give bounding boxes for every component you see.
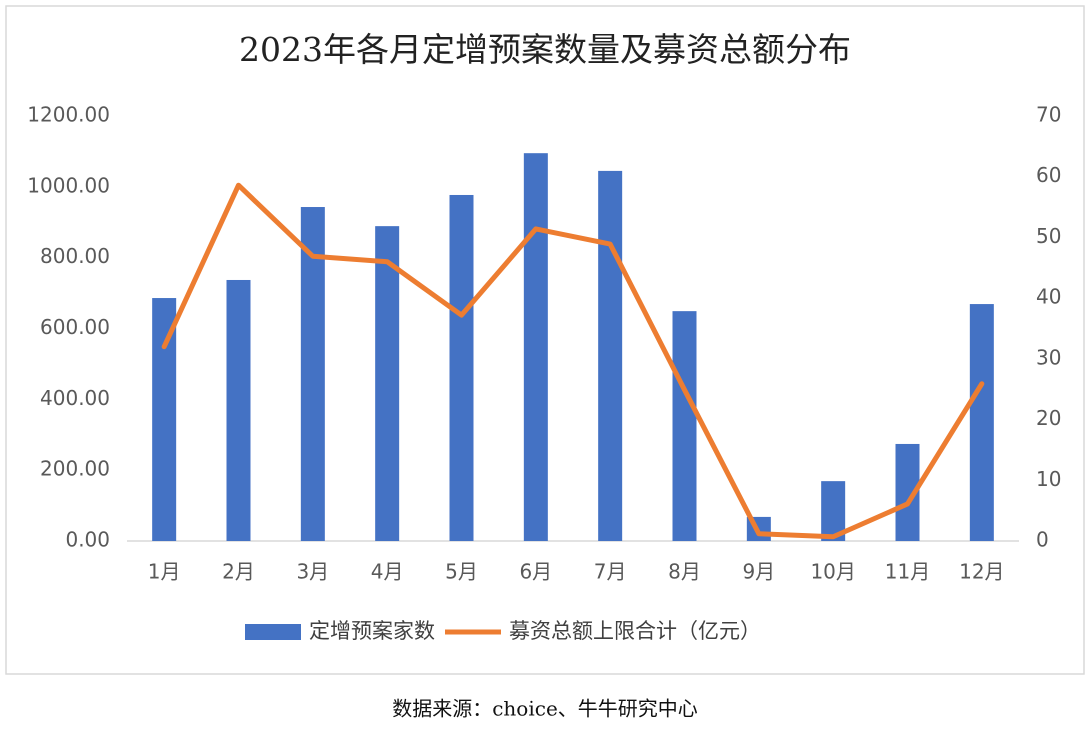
y-tick-label: 1000.00 bbox=[27, 173, 110, 197]
y2-tick-label: 40 bbox=[1036, 285, 1061, 309]
x-tick-label: 4月 bbox=[371, 560, 404, 584]
y2-tick-label: 60 bbox=[1036, 163, 1061, 187]
chart-title: 2023年各月定增预案数量及募资总额分布 bbox=[239, 30, 851, 69]
x-tick-label: 8月 bbox=[668, 560, 701, 584]
bar bbox=[672, 311, 697, 541]
x-tick-label: 7月 bbox=[594, 560, 627, 584]
x-tick-label: 1月 bbox=[148, 560, 181, 584]
y2-tick-label: 10 bbox=[1036, 467, 1061, 491]
bar bbox=[969, 304, 994, 541]
x-tick-label: 2月 bbox=[222, 560, 255, 584]
x-tick-label: 11月 bbox=[885, 560, 930, 584]
bar bbox=[226, 279, 251, 541]
bar bbox=[449, 194, 474, 541]
y2-tick-label: 20 bbox=[1036, 406, 1061, 430]
y-tick-label: 1200.00 bbox=[27, 103, 110, 127]
y2-tick-label: 30 bbox=[1036, 345, 1061, 369]
legend-label: 募资总额上限合计（亿元） bbox=[509, 619, 761, 643]
bar bbox=[300, 207, 325, 542]
legend-label: 定增预案家数 bbox=[309, 619, 435, 643]
legend-swatch bbox=[245, 624, 301, 640]
y-tick-label: 400.00 bbox=[40, 386, 110, 410]
x-tick-label: 6月 bbox=[519, 560, 552, 584]
y-tick-label: 800.00 bbox=[40, 244, 110, 268]
bar bbox=[375, 226, 400, 542]
bar bbox=[523, 153, 548, 541]
y2-tick-label: 70 bbox=[1036, 103, 1061, 127]
x-tick-label: 10月 bbox=[810, 560, 855, 584]
x-tick-label: 3月 bbox=[296, 560, 329, 584]
source-note: 数据来源：choice、牛牛研究中心 bbox=[392, 697, 698, 721]
y-tick-label: 200.00 bbox=[40, 457, 110, 481]
y-tick-label: 600.00 bbox=[40, 315, 110, 339]
bar bbox=[152, 298, 177, 541]
x-tick-label: 12月 bbox=[959, 560, 1004, 584]
x-tick-label: 9月 bbox=[742, 560, 775, 584]
x-tick-label: 5月 bbox=[445, 560, 478, 584]
y2-tick-label: 0 bbox=[1036, 528, 1049, 552]
y-tick-label: 0.00 bbox=[65, 528, 110, 552]
y2-tick-label: 50 bbox=[1036, 224, 1061, 248]
bar bbox=[598, 170, 623, 542]
line bbox=[161, 182, 985, 540]
